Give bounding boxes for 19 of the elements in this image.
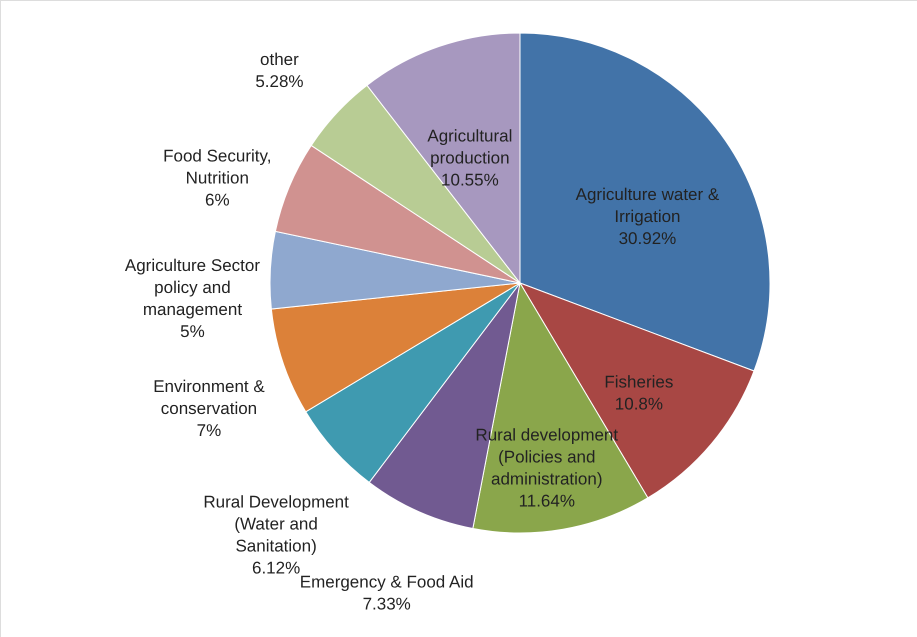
data-label: 11.64% (518, 492, 575, 511)
slice-label: Food Security, Nutrition (163, 146, 272, 188)
data-label: 10.55% (441, 170, 499, 190)
slice-label: Agriculture water & Irrigation (576, 184, 720, 226)
slice-label: Agricultural production (427, 126, 512, 168)
data-label: 6.12% (252, 558, 300, 578)
slice-label: Fisheries (604, 372, 674, 392)
data-label: 5% (180, 322, 205, 342)
data-label: 6% (204, 190, 230, 210)
slice-label: Emergency & Food Aid (300, 572, 474, 592)
data-label: 10.8% (614, 394, 663, 414)
slice-label: other (260, 50, 300, 70)
data-label: 5.28% (255, 72, 304, 92)
data-label: 7% (196, 421, 222, 440)
slice-label: Environment & conservation (153, 377, 266, 418)
slice-label: Agriculture Sector policy and management (124, 256, 260, 320)
data-label: 7.33% (362, 594, 411, 614)
slice-label: Rural Development (Water and Sanitation) (203, 492, 350, 556)
data-label: 30.92% (618, 228, 676, 248)
